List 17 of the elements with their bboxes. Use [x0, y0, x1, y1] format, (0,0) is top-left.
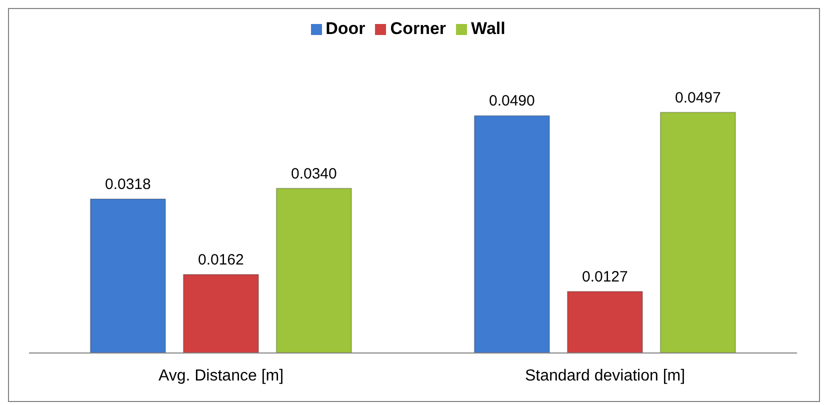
- bar: [660, 112, 736, 353]
- bar: [276, 188, 352, 353]
- data-label: 0.0497: [674, 89, 721, 106]
- data-label: 0.0340: [290, 165, 337, 182]
- bar: [182, 274, 259, 353]
- bar: [90, 198, 166, 353]
- legend-label: Corner: [390, 19, 446, 38]
- bar: [474, 115, 550, 353]
- legend-label: Door: [326, 19, 366, 38]
- x-tick-label: Avg. Distance [m]: [158, 367, 284, 384]
- data-label: 0.0490: [488, 92, 535, 110]
- legend-label: Wall: [471, 19, 506, 38]
- data-label: 0.0127: [582, 268, 628, 286]
- x-tick-label: Standard deviation [m]: [524, 367, 686, 384]
- data-label: 0.0318: [104, 176, 151, 194]
- data-label: 0.0162: [198, 252, 244, 269]
- bar: [566, 291, 643, 353]
